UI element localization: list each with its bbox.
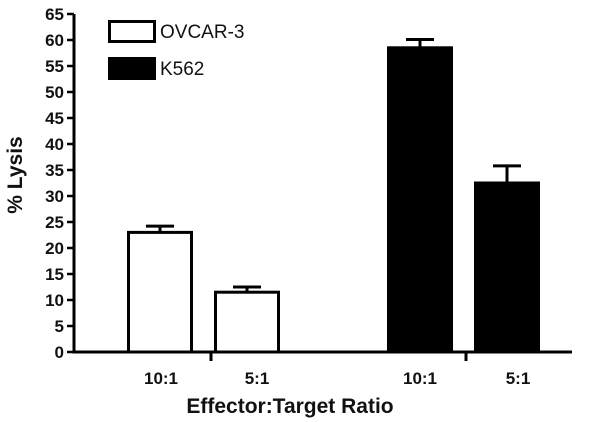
bar bbox=[387, 46, 453, 354]
y-tick-label: 30 bbox=[45, 187, 64, 206]
y-tick-label: 35 bbox=[45, 161, 64, 180]
y-axis-title: % Lysis bbox=[4, 136, 27, 213]
bar bbox=[127, 230, 193, 354]
x-tick-label: 10:1 bbox=[144, 369, 178, 388]
y-tick-label: 10 bbox=[45, 291, 64, 310]
x-tick-label: 10:1 bbox=[403, 369, 437, 388]
y-tick-label: 0 bbox=[55, 343, 64, 362]
bar bbox=[474, 181, 540, 354]
x-axis-title: Effector:Target Ratio bbox=[186, 395, 393, 418]
x-tick-label: 5:1 bbox=[245, 369, 270, 388]
y-tick-label: 15 bbox=[45, 265, 64, 284]
y-tick-label: 55 bbox=[45, 57, 64, 76]
x-tick-label: 5:1 bbox=[506, 369, 531, 388]
legend-label: OVCAR-3 bbox=[160, 22, 244, 43]
legend-swatch bbox=[108, 20, 156, 43]
legend-swatch bbox=[108, 57, 156, 80]
y-tick-label: 25 bbox=[45, 213, 64, 232]
y-tick-label: 65 bbox=[45, 5, 64, 24]
y-tick-label: 45 bbox=[45, 109, 64, 128]
y-tick-label: 40 bbox=[45, 135, 64, 154]
y-tick-label: 50 bbox=[45, 83, 64, 102]
y-tick-label: 5 bbox=[55, 317, 64, 336]
legend-label: K562 bbox=[160, 59, 204, 80]
bar bbox=[214, 290, 280, 354]
y-tick-label: 60 bbox=[45, 31, 64, 50]
y-tick-label: 20 bbox=[45, 239, 64, 258]
